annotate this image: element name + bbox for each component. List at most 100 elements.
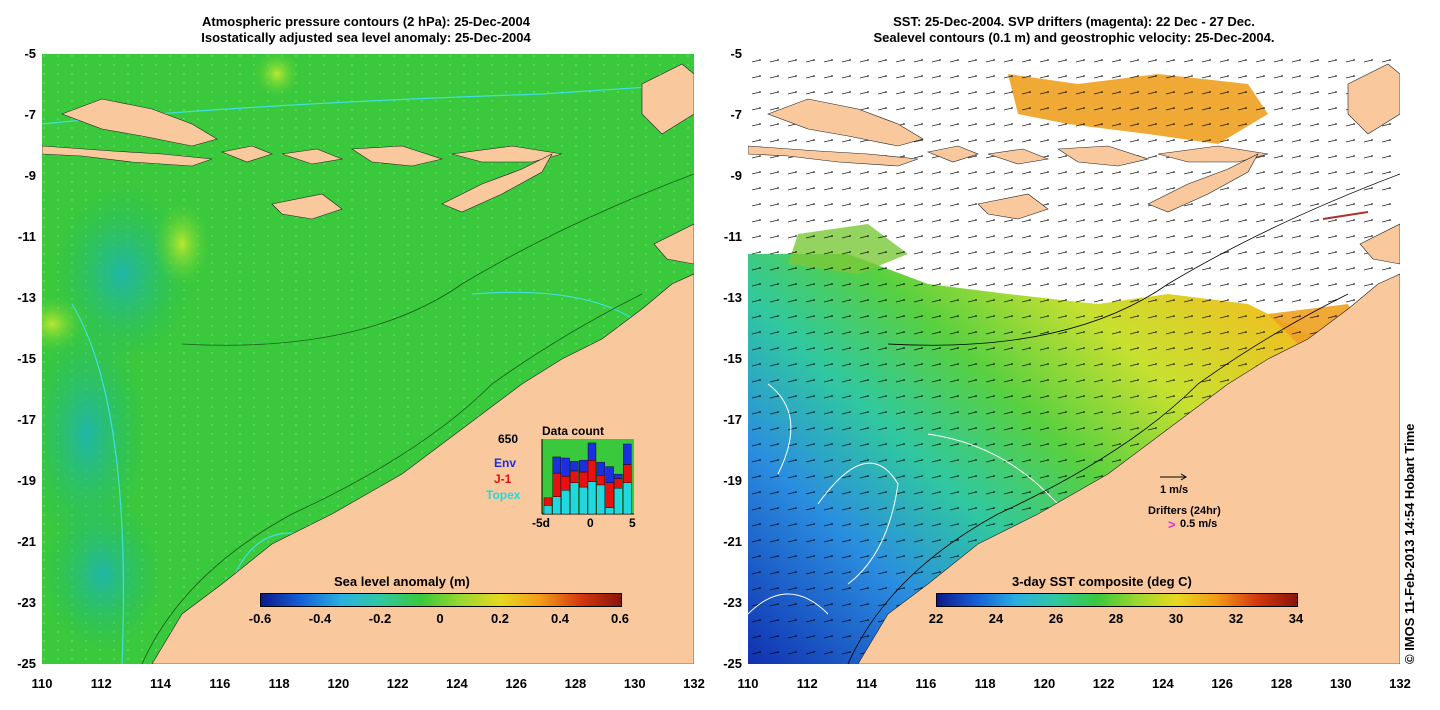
drifters-legend-label: Drifters (24hr) [1148,505,1221,517]
data-count-bar-j-1 [605,482,614,508]
longitude-tick-label: 126 [1211,676,1234,691]
drifter-track [1322,211,1369,220]
sst-map-canvas [748,54,1400,664]
latitude-tick-label: -15 [723,351,742,366]
sla-colorbar-tick: 0.6 [610,611,630,626]
data-count-bar-topex [623,482,632,515]
tanimbar-island [653,223,694,265]
longitude-tick-label: 118 [974,676,996,691]
bali-island [220,145,273,163]
data-count-bar-topex [552,496,561,515]
sst-colorbar-title: 3-day SST composite (deg C) [1012,574,1192,589]
sumbawa-island [351,145,444,167]
sst-map: 1 m/s Drifters (24hr) > 0.5 m/s 3-day SS… [748,54,1400,664]
sst-colorbar [936,593,1298,607]
latitude-tick-label: -9 [24,168,36,183]
data-count-bar-env [561,457,570,477]
data-count-bar-j-1 [596,475,605,486]
lombok-island [281,148,344,165]
latitude-tick-label: -23 [723,595,742,610]
longitude-tick-label: 120 [327,676,350,691]
right-panel-title: SST: 25-Dec-2004. SVP drifters (magenta)… [748,14,1400,46]
sla-colorbar-tick: -0.2 [368,611,392,626]
australia-mainland [151,273,694,664]
data-count-bar-topex [561,490,570,515]
data-count-bar-j-1 [561,476,570,491]
latitude-tick-label: -21 [723,534,742,549]
left-title-line1: Atmospheric pressure contours (2 hPa): 2… [202,14,530,29]
latitude-tick-label: -19 [723,473,742,488]
longitude-tick-label: 130 [1329,676,1352,691]
data-count-bar-env [579,459,588,473]
data-count-bar-topex [570,482,579,515]
data-count-bar-env [587,442,597,461]
data-count-max: 650 [498,432,519,446]
latitude-tick-label: -9 [730,168,742,183]
longitude-tick-label: 126 [505,676,528,691]
inset-tick-0: 0 [587,516,594,530]
sla-colorbar-tick: 0 [436,611,444,626]
sst-colorbar-tick: 26 [1048,611,1064,626]
longitude-tick-label: 110 [737,676,759,691]
longitude-tick-label: 128 [564,676,587,691]
bathymetry-contour [141,293,643,664]
java-coast [748,145,919,167]
legend-env: Env [494,456,517,470]
wetar-island [1347,63,1400,135]
pressure-contour [71,303,125,664]
sst-colorbar-tick: 24 [988,611,1004,626]
longitude-tick-label: 130 [623,676,646,691]
data-count-bar-j-1 [552,472,561,497]
data-count-bar-topex [543,505,553,515]
latitude-tick-label: -7 [730,107,742,122]
data-count-bar-j-1 [587,459,597,482]
sla-colorbar-tick: -0.4 [308,611,332,626]
longitude-tick-label: 122 [1092,676,1115,691]
data-count-bar-j-1 [543,497,553,506]
latitude-tick-label: -13 [17,290,36,305]
legend-topex: Topex [486,488,521,502]
wetar-island [641,63,694,135]
latitude-tick-label: -5 [24,46,36,61]
data-count-bar-j-1 [623,464,632,483]
sst-colorbar-tick: 30 [1168,611,1184,626]
java-island [767,98,924,147]
longitude-tick-label: 122 [386,676,409,691]
data-count-bar-topex [605,507,614,515]
data-count-bar-topex [596,484,605,515]
sumba-island [271,193,343,220]
sst-colorbar-tick: 32 [1228,611,1244,626]
sla-low-region [42,494,162,654]
latitude-tick-label: -15 [17,351,36,366]
latitude-tick-label: -11 [17,229,36,244]
imos-credit: © IMOS 11-Feb-2013 14:54 Hobart Time [1402,423,1417,664]
data-count-bar-env [605,466,614,483]
longitude-tick-label: 132 [1389,676,1411,691]
longitude-tick-label: 114 [856,676,878,691]
drifter-speed-label: 0.5 m/s [1180,518,1218,530]
data-count-bar-env [552,456,561,474]
latitude-tick-label: -13 [723,290,742,305]
sealevel-contour [817,462,899,585]
latitude-tick-label: -5 [730,46,742,61]
data-count-title: Data count [542,424,605,438]
bathymetry-contour [181,173,694,346]
data-count-bar-topex [587,481,597,515]
legend-j1: J-1 [494,472,512,486]
sst-colorbar-tick: 22 [928,611,944,626]
data-count-bar-env [570,461,579,472]
bathymetry-contour [887,173,1400,346]
landmasses [748,63,1400,664]
data-count-bar-env [596,462,605,476]
sla-high-region [152,199,212,289]
java-island [61,98,218,147]
sla-high-region [252,54,302,99]
sla-colorbar-tick: 0.4 [550,611,570,626]
left-panel-title: Atmospheric pressure contours (2 hPa): 2… [40,14,692,46]
right-title-line2: Sealevel contours (0.1 m) and geostrophi… [873,30,1275,45]
inset-tick-neg5: -5d [532,516,550,530]
right-title-line1: SST: 25-Dec-2004. SVP drifters (magenta)… [893,14,1255,29]
longitude-tick-label: 114 [150,676,172,691]
latitude-tick-label: -11 [723,229,742,244]
lombok-island [987,148,1050,165]
